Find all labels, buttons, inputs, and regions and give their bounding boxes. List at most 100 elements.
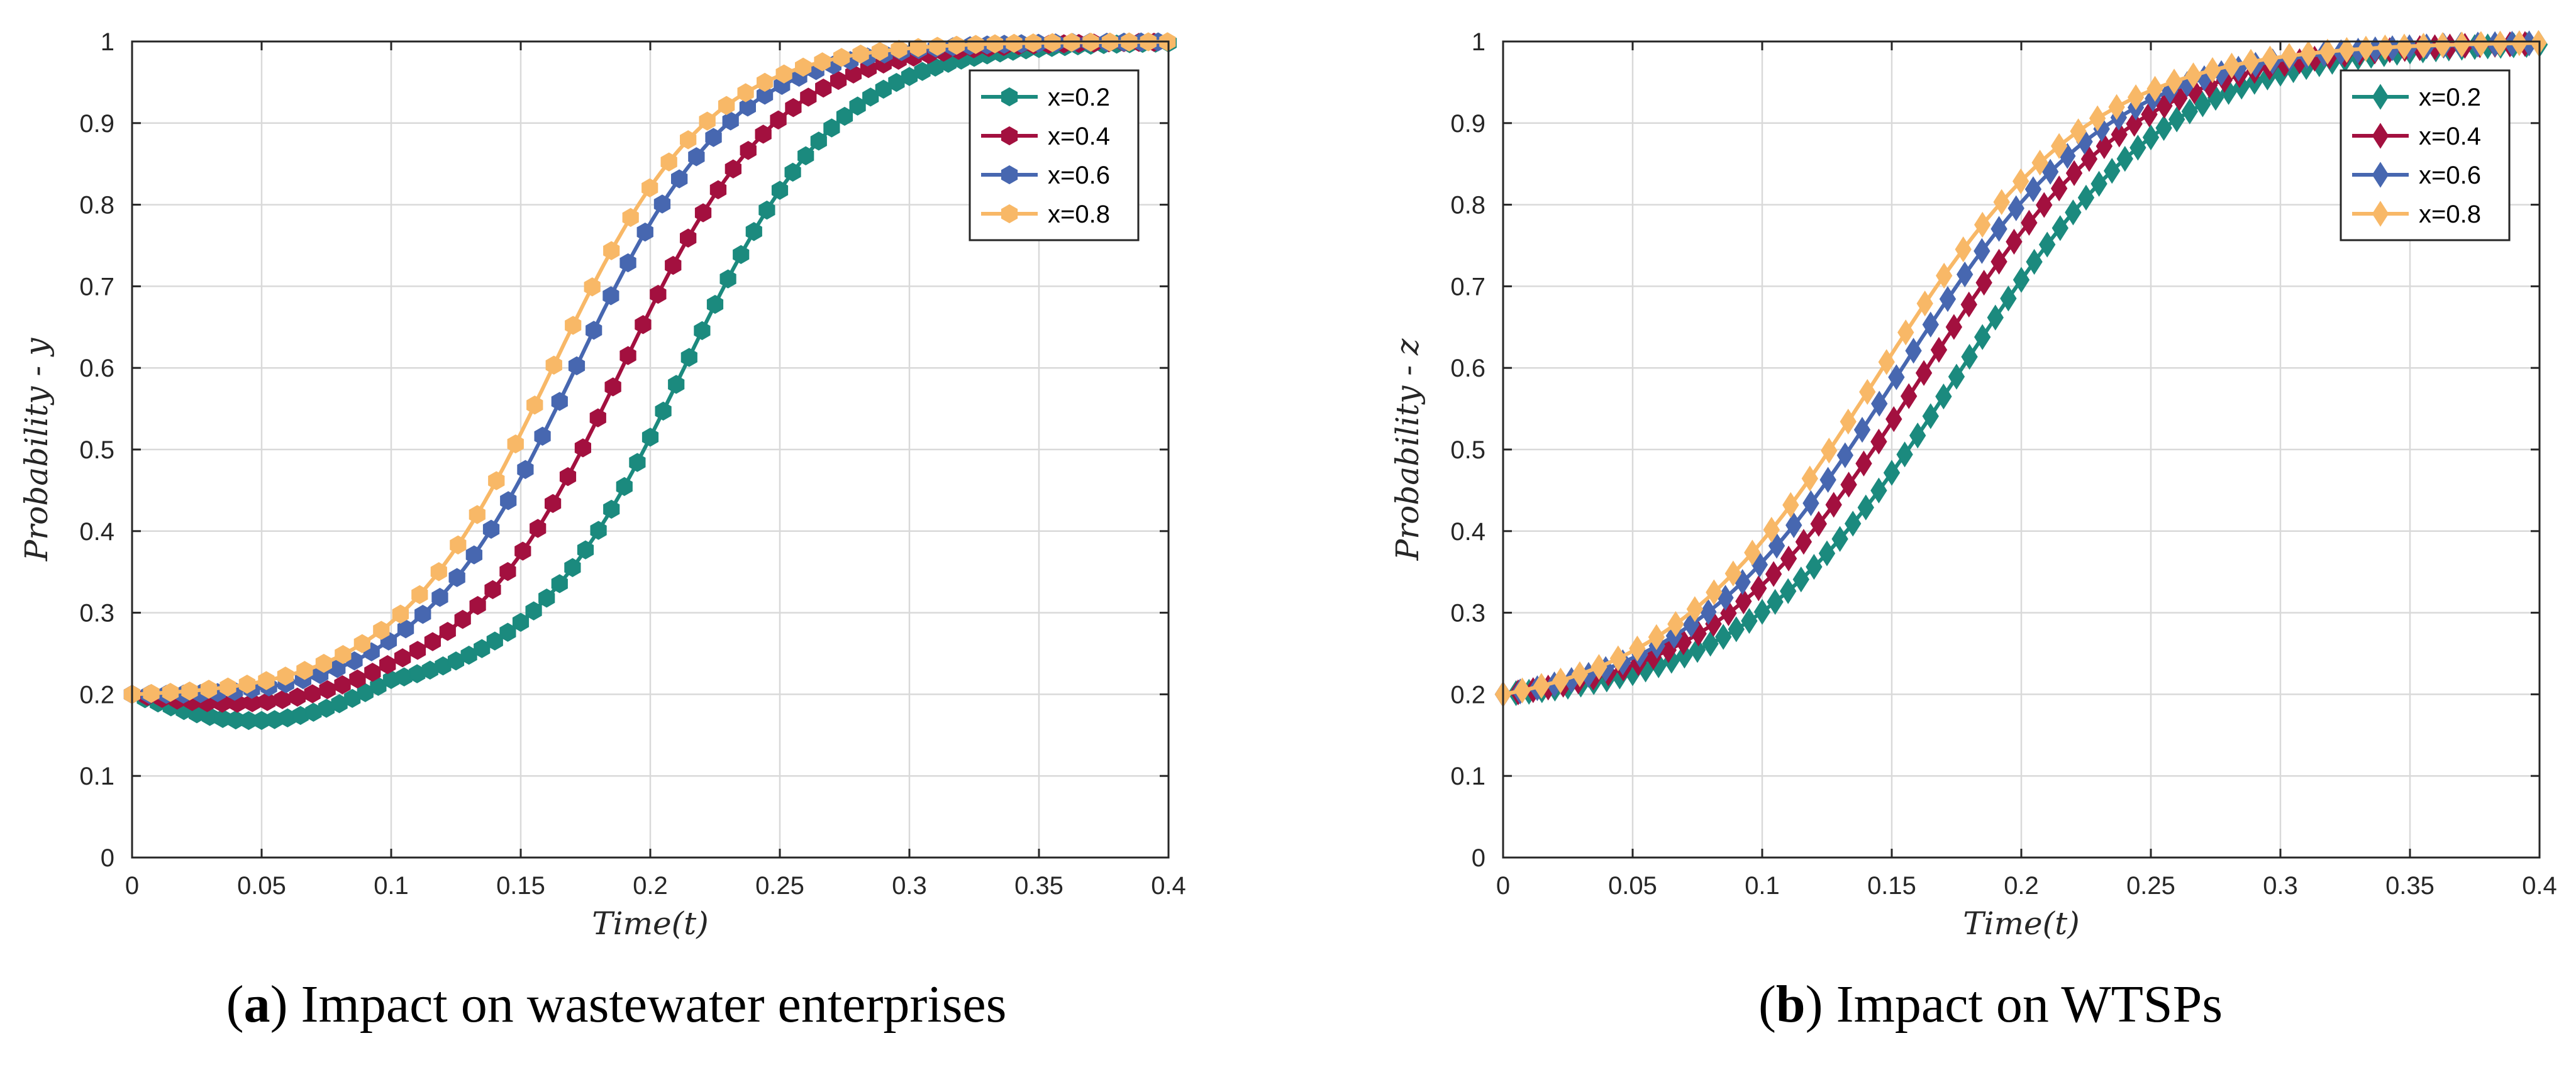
data-point (757, 86, 774, 105)
data-point (671, 169, 688, 189)
data-point (349, 669, 366, 689)
data-point (1767, 588, 1784, 615)
data-point (2127, 84, 2145, 111)
data-point (724, 159, 741, 179)
data-point (635, 315, 652, 334)
legend-entry: x=0.8 (981, 201, 1110, 228)
legend-label: x=0.2 (2419, 84, 2481, 111)
y-tick-label: 0.8 (79, 192, 114, 219)
data-point (719, 269, 736, 289)
data-point (545, 494, 562, 514)
data-point (641, 178, 658, 197)
data-point (653, 194, 671, 214)
data-point (1802, 490, 1819, 517)
y-tick-label: 0.5 (1450, 436, 1485, 464)
data-point (641, 428, 659, 447)
caption-a-letter: a (244, 975, 270, 1034)
data-point (1728, 616, 1745, 643)
data-point (2472, 31, 2490, 57)
caption-b: (b) Impact on WTSPs (1758, 975, 2223, 1034)
data-point (201, 707, 218, 726)
data-point (2300, 40, 2317, 67)
data-point (810, 131, 827, 151)
data-point (1780, 545, 1797, 572)
data-point (1916, 290, 1933, 317)
data-point (469, 596, 486, 615)
data-point (1987, 304, 2004, 331)
data-point (1840, 472, 1857, 498)
data-point (334, 675, 351, 695)
data-point (1667, 610, 1684, 637)
data-point (1961, 343, 1978, 370)
data-point (2050, 133, 2068, 159)
data-point (706, 294, 724, 314)
y-tick-label: 0.3 (1450, 600, 1485, 627)
legend-label: x=0.4 (1048, 123, 1110, 150)
data-point (636, 222, 653, 242)
y-axis-label: Probability - z (1389, 338, 1426, 561)
data-point (162, 683, 179, 702)
data-point (574, 438, 591, 458)
x-tick-label: 0.3 (2263, 872, 2298, 900)
x-tick-label: 0.15 (1867, 872, 1916, 900)
data-point (2262, 45, 2279, 72)
legend-label: x=0.8 (2419, 201, 2481, 228)
data-point (1990, 248, 2007, 275)
data-point (709, 180, 727, 199)
panel-a-chart: 0 0.05 0.1 0.15 0.2 0.25 0.3 0.35 0.4 0 0.1 0.2 0.3 0… (18, 28, 1186, 942)
data-point (545, 355, 562, 375)
data-point (1939, 286, 1957, 312)
data-point (2319, 38, 2336, 65)
data-point (619, 346, 636, 365)
y-tick-label: 0.6 (1450, 355, 1485, 382)
data-point (514, 541, 531, 561)
data-point (1905, 338, 1922, 364)
x-tick-label: 0.4 (2522, 872, 2557, 900)
data-point (1044, 33, 1061, 52)
data-point (559, 466, 577, 487)
data-point (277, 666, 294, 686)
data-point (1993, 189, 2010, 215)
data-point (1825, 492, 1842, 518)
legend-label: x=0.4 (2419, 123, 2481, 150)
data-point (1810, 510, 1828, 537)
data-point (315, 653, 332, 673)
data-point (1795, 529, 1813, 555)
data-point (745, 222, 762, 241)
data-point (986, 34, 1004, 53)
data-point (2511, 30, 2528, 57)
data-point (1819, 466, 1836, 493)
data-point (577, 540, 594, 560)
data-point (1948, 363, 1965, 390)
data-point (1750, 575, 1767, 602)
data-point (2242, 48, 2260, 75)
data-point (2104, 158, 2121, 184)
data-point (784, 162, 801, 182)
data-point (770, 110, 787, 130)
data-point (2036, 192, 2053, 218)
data-point (2007, 195, 2024, 221)
data-point (499, 561, 516, 582)
data-point (274, 690, 291, 710)
data-point (409, 641, 426, 660)
data-point (2096, 133, 2113, 160)
data-point (500, 491, 517, 510)
data-point (2168, 106, 2185, 133)
data-point (1909, 422, 1926, 449)
y-tick-label: 0.4 (79, 518, 114, 546)
caption-b-text: Impact on WTSPs (1823, 975, 2223, 1034)
legend-marker (1001, 165, 1018, 185)
x-tick-label: 0.3 (892, 872, 927, 900)
data-point (296, 661, 313, 680)
data-point (1744, 539, 1761, 566)
data-point (1845, 510, 1862, 537)
legend-entry: x=0.4 (981, 123, 1110, 150)
data-point (718, 96, 735, 115)
data-point (1885, 406, 1902, 433)
x-tick-label: 0.1 (374, 872, 409, 900)
data-point (2012, 168, 2029, 195)
data-point (604, 377, 621, 397)
data-point (737, 83, 754, 102)
data-point (448, 568, 465, 587)
data-point (2051, 215, 2068, 241)
